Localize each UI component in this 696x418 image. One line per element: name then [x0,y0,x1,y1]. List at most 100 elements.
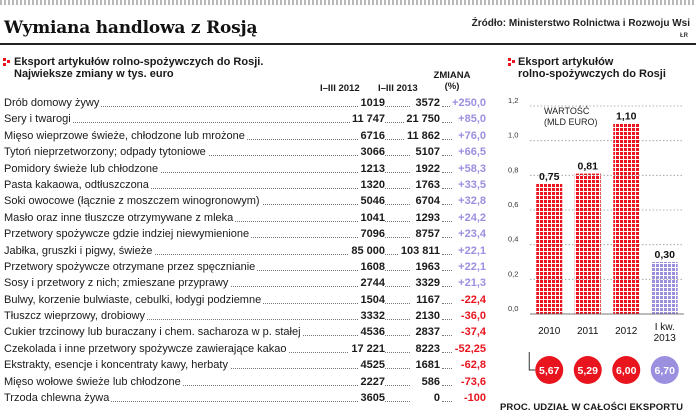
change-percent: +32,8 [457,193,486,210]
dotted-leader [4,319,350,321]
row-label: Tłuszcz wieprzowy, drobiowy [4,308,148,325]
value-2012: 7096 [358,226,385,243]
value-2013: 5107 [413,144,442,161]
dotted-leader [442,122,452,124]
value-2012: 1504 [358,291,385,308]
row-label: Pomidory świeże lub chłodzone [4,160,161,177]
change-percent: -52,25 [453,340,486,357]
top-decorative-bar [0,0,696,5]
table-row: Soki owocowe (łącznie z moszczem winogro… [4,193,488,210]
y-tick-label: 1,0 [508,131,518,140]
bar-value-label: 0,81 [578,161,599,173]
change-percent: -100 [462,390,486,407]
share-circle [573,356,602,384]
page-title: Wymiana handlowa z Rosją [4,18,258,38]
dotted-leader [442,106,452,107]
value-2012: 2227 [358,373,385,390]
dotted-leader [442,237,452,239]
share-value-label: 5,29 [578,365,599,377]
change-percent: +250,0 [451,95,486,111]
table-row: Drób domowy żywy 1019 3572 +250,0 [4,95,488,111]
value-2013: 8757 [413,226,442,243]
value-2012: 5046 [358,193,385,210]
category-label: 2010 [538,326,561,337]
value-2012: 1019 [358,95,385,111]
value-2012: 3332 [358,308,385,325]
table-row: Przetwory spożywcze otrzymane przez spęc… [4,258,488,275]
value-2012: 1213 [358,160,385,177]
value-2012: 17 221 [349,340,385,357]
table-row: Trzoda chlewna żywa 3605 0 -100 [4,390,488,407]
column-header-change-line2: (%) [444,81,460,92]
change-percent: +66,5 [457,144,486,161]
change-percent: -22,4 [459,291,486,308]
category-label: 2013 [654,333,677,344]
dotted-leader [442,351,452,353]
change-percent: -37,4 [459,324,486,341]
dotted-leader [442,155,452,157]
table-row: Sery i twarogi 11 747 21 750 +85,0 [4,111,488,128]
value-2013: 21 750 [404,111,442,128]
table-row: Mięso wieprzowe świeże, chłodzone lub mr… [4,127,488,144]
category-label: 2012 [615,326,638,337]
value-2013: 1922 [413,160,442,177]
dotted-leader [442,220,452,222]
table-row: Pomidory świeże lub chłodzone 1213 1922 +58… [4,160,488,177]
author-credit: ŁR [680,33,688,39]
chart-title-line1: Eksport artykułów [518,56,614,68]
table-row: Bulwy, korzenie bulwiaste, cebulki, łody… [4,291,488,308]
value-2012: 6716 [358,127,385,144]
dotted-leader [4,171,350,173]
dotted-leader [442,187,452,189]
change-percent: -73,6 [459,373,486,390]
dotted-leader [4,122,350,124]
bar-value-label: 0,75 [539,171,560,183]
value-2012: 85 000 [349,242,385,259]
change-percent: +22,1 [457,258,486,275]
table-row: Pasta kakaowa, odtłuszczona 1320 1763 +33,5 [4,176,488,193]
bar [574,173,601,314]
value-2012: 1320 [358,176,385,193]
column-header-change-line1: ZMIANA [433,70,471,81]
change-percent: +76,0 [457,127,486,144]
y-tick-label: 0,6 [508,200,518,209]
bar [613,123,640,314]
bar [536,184,563,314]
table-title-line2: Najwieksze zmiany w tys. euro [14,68,174,80]
value-2013: 3572 [413,95,442,111]
table-row: Tytoń nieprzetworzony; odpady tytoniowe 3… [4,144,488,161]
value-2013: 1167 [414,291,442,308]
value-2012: 2744 [358,275,385,292]
row-label: Przetwory spożywcze otrzymane przez spęc… [4,258,258,275]
row-label: Sosy i przetwory z nich; zmieszane przyp… [4,275,231,292]
y-tick-label: 0,4 [508,235,518,244]
share-circle [650,356,679,384]
dotted-leader [442,302,452,304]
dotted-leader [442,204,452,206]
dotted-leader [442,335,452,337]
value-2013: 6704 [413,193,442,210]
export-table: Drób domowy żywy 1019 3572 +250,0 Sery i twa… [4,95,488,407]
value-2013: 1681 [413,357,442,374]
value-2012: 1608 [358,258,385,275]
table-row: Przetwory spożywcze gdzie indziej niewym… [4,226,488,243]
value-2012: 3066 [358,144,385,161]
value-2012: 11 747 [349,111,385,128]
table-row: Tłuszcz wieprzowy, drobiowy 3332 2130 -36,0 [4,308,488,325]
share-bracket [528,352,536,371]
row-label: Sery i twarogi [4,111,73,128]
source-note: Źródło: Ministerstwo Rolnictwa i Rozwoju… [471,18,690,29]
value-2013: 1963 [413,258,442,275]
share-value-label: 5,67 [539,365,560,377]
row-label: Jabłka, gruszki i pigwy, świeże [4,242,155,259]
share-caption: PROC. UDZIAŁ W CAŁOŚCI EKSPORTU [500,402,684,413]
row-label: Ekstrakty, esencje i koncentraty kawy, h… [4,357,230,374]
dotted-leader [442,384,452,386]
change-percent: +58,3 [457,160,486,177]
value-2013: 2130 [413,308,442,325]
column-header-2012: I–III 2012 [320,83,360,94]
value-2012: 1041 [358,209,385,226]
row-label: Bulwy, korzenie bulwiaste, cebulki, łody… [4,291,264,308]
change-percent: +23,4 [457,226,486,243]
value-2013: 0 [431,390,442,407]
